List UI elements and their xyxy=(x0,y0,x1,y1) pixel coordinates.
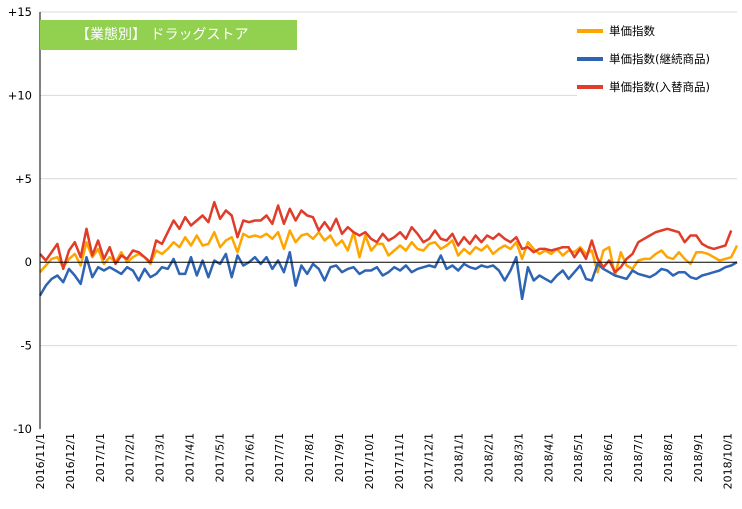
x-tick-label: 2017/7/1 xyxy=(273,433,286,482)
legend-swatch-red xyxy=(577,85,603,89)
y-axis-tick-labels: +15 +10 +5 0 -5 -10 xyxy=(8,5,32,436)
x-tick-label: 2018/1/1 xyxy=(453,433,466,482)
series-line-0 xyxy=(39,229,739,277)
x-tick-label: 2017/2/1 xyxy=(124,433,137,482)
legend-label: 単価指数(継続商品) xyxy=(609,52,710,66)
legend-swatch-orange xyxy=(577,29,603,33)
legend-item-replacement: 単価指数(入替商品) xyxy=(577,78,710,96)
legend-label: 単価指数 xyxy=(609,24,655,38)
y-tick-label: -10 xyxy=(13,422,32,436)
x-tick-label: 2018/2/1 xyxy=(483,433,496,482)
legend-swatch-blue xyxy=(577,57,603,61)
y-tick-label: +5 xyxy=(15,172,32,186)
x-tick-label: 2017/9/1 xyxy=(333,433,346,482)
chart-title: 【業態別】 ドラッグストア xyxy=(40,20,297,50)
x-tick-label: 2018/8/1 xyxy=(662,433,675,482)
x-tick-label: 2016/12/1 xyxy=(64,433,77,489)
legend-item-unit-price: 単価指数 xyxy=(577,22,655,40)
x-tick-label: 2017/8/1 xyxy=(303,433,316,482)
y-tick-label: 0 xyxy=(25,255,32,269)
x-tick-label: 2018/9/1 xyxy=(692,433,705,482)
series-line-2 xyxy=(39,200,733,274)
x-tick-label: 2018/4/1 xyxy=(542,433,555,482)
series-line-1 xyxy=(38,250,738,301)
x-tick-label: 2018/10/1 xyxy=(722,433,735,489)
x-tick-label: 2017/3/1 xyxy=(154,433,167,482)
x-tick-label: 2018/7/1 xyxy=(632,433,645,482)
legend: 単価指数 単価指数(継続商品) 単価指数(入替商品) xyxy=(577,14,737,100)
x-tick-label: 2017/10/1 xyxy=(363,433,376,489)
x-tick-label: 2017/12/1 xyxy=(423,433,436,489)
x-tick-label: 2018/5/1 xyxy=(572,433,585,482)
legend-label: 単価指数(入替商品) xyxy=(609,80,710,94)
x-tick-label: 2017/5/1 xyxy=(213,433,226,482)
series-lines xyxy=(38,200,739,301)
x-axis-tick-labels: 2016/11/1 2016/12/1 2017/1/1 2017/2/1 2017/3… xyxy=(34,433,735,489)
x-tick-label: 2018/3/1 xyxy=(512,433,525,482)
y-tick-label: -5 xyxy=(21,339,32,353)
y-tick-label: +10 xyxy=(8,88,32,102)
x-tick-label: 2018/6/1 xyxy=(602,433,615,482)
x-tick-label: 2017/4/1 xyxy=(184,433,197,482)
x-tick-label: 2017/11/1 xyxy=(393,433,406,489)
legend-item-continuing: 単価指数(継続商品) xyxy=(577,50,710,68)
x-tick-label: 2017/1/1 xyxy=(94,433,107,482)
x-tick-label: 2016/11/1 xyxy=(34,433,47,489)
x-tick-label: 2017/6/1 xyxy=(243,433,256,482)
y-tick-label: +15 xyxy=(8,5,32,19)
